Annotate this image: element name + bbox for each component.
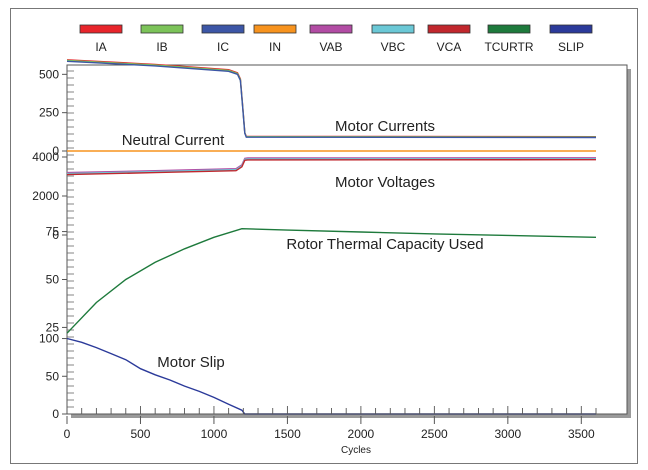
xtick-label-0: 0 bbox=[64, 427, 71, 441]
chart-frame: IA IB IC IN VAB VBC VCA TCURTR SLIP 0 250 500 0 2000 4… bbox=[10, 8, 638, 464]
series-line-tcurtr bbox=[66, 227, 597, 334]
series-line-ic bbox=[66, 60, 597, 139]
ytick-label-thermal: 50 bbox=[46, 273, 60, 287]
ytick-label-thermal: 75 bbox=[46, 225, 60, 239]
xtick-label-1500: 1500 bbox=[274, 427, 301, 441]
legend-swatch-vab bbox=[309, 24, 353, 34]
annotation-rotor-thermal-capacity-used: Rotor Thermal Capacity Used bbox=[286, 236, 483, 253]
ytick-label-voltages: 0 bbox=[52, 228, 59, 242]
legend-label-ia: IA bbox=[95, 40, 106, 54]
ytick-label-slip: 50 bbox=[46, 369, 60, 383]
xtick-label-3500: 3500 bbox=[568, 427, 595, 441]
ytick-label-currents: 250 bbox=[39, 106, 59, 120]
annotation-motor-currents: Motor Currents bbox=[335, 118, 435, 135]
xtick-label-3000: 3000 bbox=[494, 427, 521, 441]
ytick-label-currents: 0 bbox=[52, 144, 59, 158]
legend-label-tcurtr: TCURTR bbox=[484, 40, 533, 54]
legend-swatch-vbc bbox=[371, 24, 415, 34]
legend-swatch-ib bbox=[140, 24, 184, 34]
plot-area bbox=[66, 64, 628, 415]
annotation-motor-slip: Motor Slip bbox=[157, 354, 225, 371]
ytick-label-voltages: 2000 bbox=[32, 189, 59, 203]
ytick-label-slip: 0 bbox=[52, 407, 59, 421]
xtick-label-2500: 2500 bbox=[421, 427, 448, 441]
series-line-vca bbox=[66, 158, 597, 176]
legend-swatch-in bbox=[253, 24, 297, 34]
legend-swatch-ic bbox=[201, 24, 245, 34]
xtick-label-500: 500 bbox=[130, 427, 150, 441]
ytick-label-voltages: 4000 bbox=[32, 150, 59, 164]
legend-label-vab: VAB bbox=[319, 40, 342, 54]
legend-label-slip: SLIP bbox=[558, 40, 584, 54]
legend-label-vca: VCA bbox=[437, 40, 462, 54]
ytick-label-currents: 500 bbox=[39, 67, 59, 81]
legend-label-ib: IB bbox=[156, 40, 167, 54]
legend-swatch-tcurtr bbox=[487, 24, 531, 34]
legend-swatch-vca bbox=[427, 24, 471, 34]
legend-swatch-slip bbox=[549, 24, 593, 34]
legend-label-ic: IC bbox=[217, 40, 229, 54]
ytick-label-slip: 100 bbox=[39, 332, 59, 346]
series-line-slip bbox=[66, 337, 596, 415]
legend-label-vbc: VBC bbox=[381, 40, 406, 54]
ytick-label-thermal: 25 bbox=[46, 320, 60, 334]
xtick-label-1000: 1000 bbox=[201, 427, 228, 441]
annotation-motor-voltages: Motor Voltages bbox=[335, 174, 435, 191]
legend-label-in: IN bbox=[269, 40, 281, 54]
chart-svg: IA IB IC IN VAB VBC VCA TCURTR SLIP0250500020004… bbox=[32, 24, 631, 456]
legend-swatch-ia bbox=[79, 24, 123, 34]
xtick-label-2000: 2000 bbox=[348, 427, 375, 441]
annotation-neutral-current: Neutral Current bbox=[122, 132, 225, 149]
x-axis-label: Cycles bbox=[341, 445, 371, 456]
